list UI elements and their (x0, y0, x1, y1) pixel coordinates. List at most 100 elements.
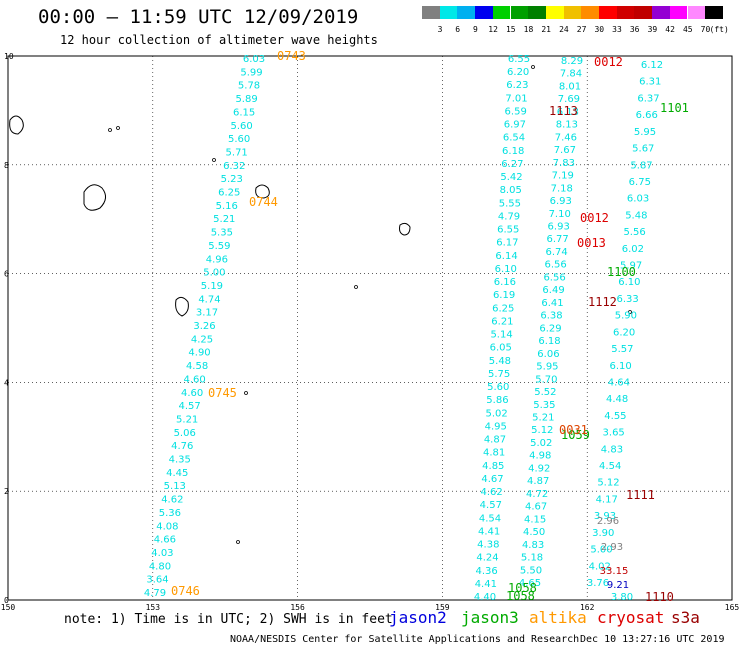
time-label-s3a: 1111 (626, 488, 655, 502)
swh-value: 5.89 (235, 94, 257, 105)
swh-value: 4.41 (475, 579, 497, 590)
swh-value: 6.27 (501, 159, 523, 170)
swh-value: 4.81 (483, 448, 505, 459)
islet-marker (236, 540, 240, 544)
swh-value: 6.05 (490, 343, 512, 354)
y-tick-label: 10 (4, 52, 14, 61)
swh-value: 3.76 (587, 578, 609, 589)
swh-value: 4.66 (154, 535, 176, 546)
swh-value: 6.56 (544, 260, 566, 271)
time-label-cryosat: 0013 (577, 236, 606, 250)
island-outline (9, 115, 24, 135)
swh-value: 6.97 (504, 120, 526, 131)
x-tick-label: 150 (1, 603, 16, 612)
swh-value: 4.67 (481, 474, 503, 485)
swh-value: 4.17 (596, 494, 618, 505)
swh-value: 5.36 (159, 508, 181, 519)
swh-value: 6.06 (537, 349, 559, 360)
color-scale-label: 30 (594, 25, 605, 34)
swh-value: 5.57 (611, 344, 633, 355)
legend-altika: altika (529, 608, 587, 627)
island-outline (175, 296, 189, 317)
legend-cryosat: cryosat (597, 608, 665, 627)
swh-value: 5.86 (486, 395, 508, 406)
swh-value: 4.02 (589, 561, 611, 572)
swh-value: 4.03 (151, 548, 173, 559)
swh-value: 6.49 (542, 285, 564, 296)
swh-value: 7.83 (553, 158, 575, 169)
swh-value: 5.59 (208, 241, 230, 252)
swh-value: 5.56 (623, 227, 645, 238)
islet-marker (116, 126, 120, 130)
color-scale-label: 45 (682, 25, 693, 34)
swh-value: 4.55 (604, 411, 626, 422)
swh-value: 4.72 (526, 489, 548, 500)
time-label-jason3: 1100 (607, 265, 636, 279)
swh-value: 6.74 (546, 247, 568, 258)
swh-value: 4.35 (169, 455, 191, 466)
swh-value: 8.29 (561, 56, 583, 67)
swh-value: 6.10 (610, 361, 632, 372)
swh-value: 5.02 (485, 408, 507, 419)
swh-value: 5.21 (213, 214, 235, 225)
swh-value: 4.60 (181, 388, 203, 399)
time-label-jason3: 1101 (660, 101, 689, 115)
swh-value: 4.87 (527, 476, 549, 487)
color-swatch (492, 6, 511, 19)
color-scale-label: 42 (665, 25, 675, 34)
swh-value: 5.14 (490, 330, 512, 341)
map-subtitle: 12 hour collection of altimeter wave hei… (60, 33, 378, 47)
swh-value: 5.19 (201, 281, 223, 292)
swh-value: 7.01 (505, 93, 527, 104)
island-outline (399, 222, 411, 236)
swh-value: 6.31 (639, 77, 661, 88)
swh-value: 5.60 (487, 382, 509, 393)
swh-value: 3.80 (611, 592, 633, 603)
swh-value: 5.60 (230, 121, 252, 132)
swh-value: 6.93 (548, 222, 570, 233)
color-swatch (545, 6, 564, 19)
swh-value: 6.37 (637, 93, 659, 104)
swh-value: 4.41 (478, 526, 500, 537)
swh-value: 4.95 (485, 421, 507, 432)
y-tick-label: 0 (4, 596, 9, 605)
swh-value: 5.13 (164, 481, 186, 492)
footer-date: Dec 10 13:27:16 UTC 2019 (580, 634, 725, 645)
swh-value: 5.35 (211, 228, 233, 239)
swh-value: 6.17 (496, 238, 518, 249)
swh-value: 4.48 (606, 394, 628, 405)
map-frame (7, 55, 733, 601)
swh-value: 6.10 (495, 264, 517, 275)
swh-value: 6.18 (538, 336, 560, 347)
swh-value: 4.24 (476, 553, 498, 564)
swh-value: 6.12 (641, 60, 663, 71)
swh-value: 5.23 (221, 174, 243, 185)
color-scale-label: 24 (559, 25, 569, 34)
swh-value: 4.38 (477, 540, 499, 551)
swh-value: 7.19 (552, 171, 574, 182)
swh-value: 4.65 (519, 578, 541, 589)
time-label-altika: 0744 (249, 195, 278, 209)
swh-value: 4.50 (523, 527, 545, 538)
swh-value: 6.19 (493, 290, 515, 301)
island-outline (255, 184, 270, 199)
swh-value: 5.00 (590, 545, 612, 556)
swh-value: 4.45 (166, 468, 188, 479)
legend-jason3: jason3 (461, 608, 519, 627)
swh-value: 5.99 (240, 67, 262, 78)
color-swatch (687, 6, 706, 19)
swh-value: 7.10 (549, 209, 571, 220)
swh-value: 6.32 (223, 161, 245, 172)
swh-value: 3.65 (603, 428, 625, 439)
x-tick-label: 162 (580, 603, 595, 612)
time-label-cryosat: 0012 (580, 211, 609, 225)
time-label-altika: 0743 (277, 49, 306, 63)
swh-value: 5.12 (597, 478, 619, 489)
swh-value: 5.52 (534, 387, 556, 398)
swh-value: 5.35 (533, 400, 555, 411)
swh-value: 5.21 (532, 412, 554, 423)
color-swatch (422, 6, 440, 19)
swh-value: 5.21 (176, 414, 198, 425)
time-label-jason3: 1059 (561, 428, 590, 442)
color-scale-label: (ft) (709, 25, 729, 34)
